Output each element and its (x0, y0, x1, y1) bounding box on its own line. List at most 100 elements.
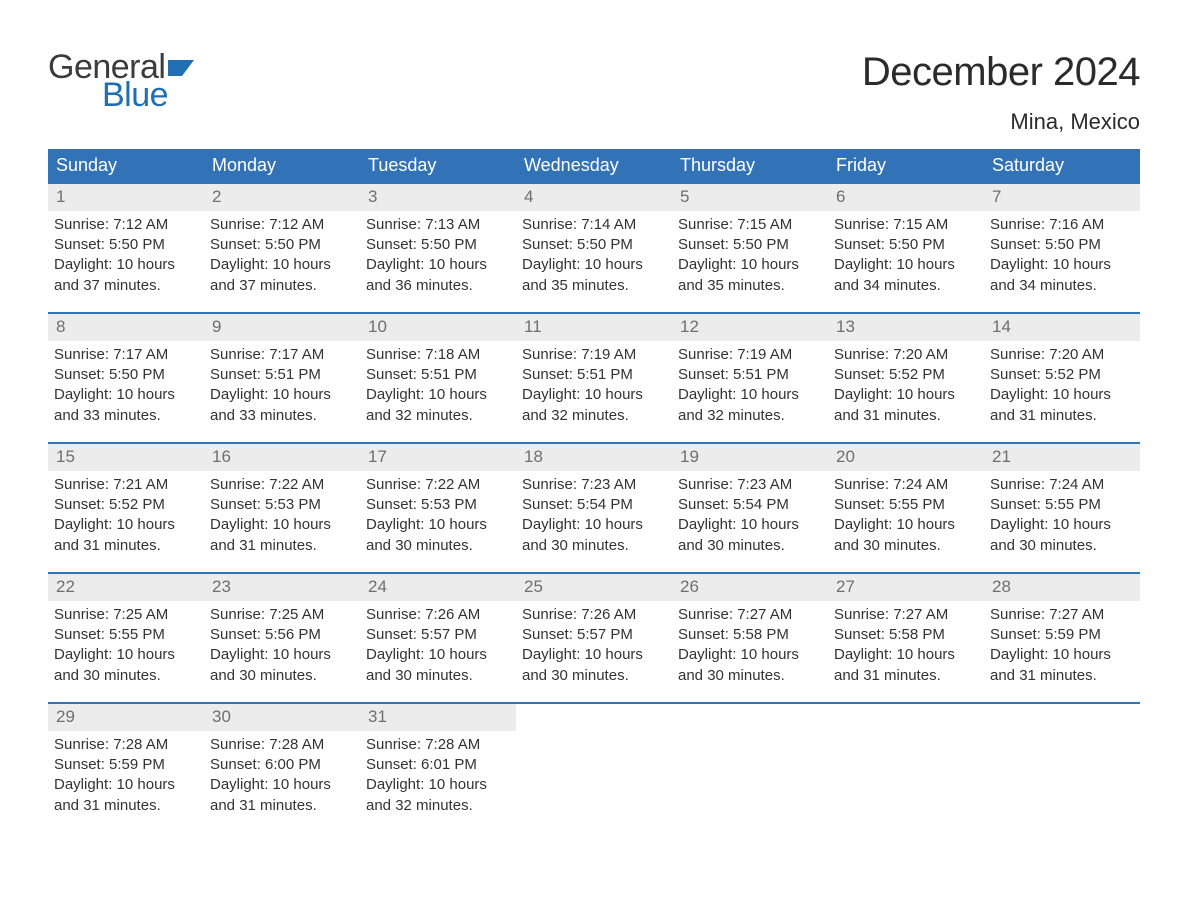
daylight-line1: Daylight: 10 hours (990, 645, 1134, 665)
daylight-line2: and 30 minutes. (522, 536, 666, 556)
day-cell: 27Sunrise: 7:27 AMSunset: 5:58 PMDayligh… (828, 574, 984, 702)
day-cell: 26Sunrise: 7:27 AMSunset: 5:58 PMDayligh… (672, 574, 828, 702)
calendar: SundayMondayTuesdayWednesdayThursdayFrid… (48, 149, 1140, 832)
daylight-line1: Daylight: 10 hours (834, 385, 978, 405)
sunset-text: Sunset: 6:00 PM (210, 755, 354, 775)
day-cell: 3Sunrise: 7:13 AMSunset: 5:50 PMDaylight… (360, 184, 516, 312)
day-cell: 15Sunrise: 7:21 AMSunset: 5:52 PMDayligh… (48, 444, 204, 572)
sunset-text: Sunset: 5:51 PM (210, 365, 354, 385)
daylight-line1: Daylight: 10 hours (366, 385, 510, 405)
daylight-line1: Daylight: 10 hours (210, 255, 354, 275)
daylight-line1: Daylight: 10 hours (54, 775, 198, 795)
sunrise-text: Sunrise: 7:15 AM (678, 215, 822, 235)
day-number: 3 (360, 184, 516, 211)
daylight-line1: Daylight: 10 hours (366, 515, 510, 535)
sunrise-text: Sunrise: 7:23 AM (522, 475, 666, 495)
sunrise-text: Sunrise: 7:13 AM (366, 215, 510, 235)
day-number: 29 (48, 704, 204, 731)
daylight-line2: and 31 minutes. (210, 796, 354, 816)
sunset-text: Sunset: 6:01 PM (366, 755, 510, 775)
day-number: 11 (516, 314, 672, 341)
day-number: 18 (516, 444, 672, 471)
sunrise-text: Sunrise: 7:24 AM (834, 475, 978, 495)
daylight-line1: Daylight: 10 hours (990, 385, 1134, 405)
sunrise-text: Sunrise: 7:20 AM (834, 345, 978, 365)
daylight-line2: and 30 minutes. (990, 536, 1134, 556)
weekday-header: Wednesday (516, 149, 672, 182)
day-cell: 10Sunrise: 7:18 AMSunset: 5:51 PMDayligh… (360, 314, 516, 442)
day-number: 12 (672, 314, 828, 341)
daylight-line2: and 35 minutes. (522, 276, 666, 296)
day-number: 6 (828, 184, 984, 211)
logo-text-blue: Blue (102, 78, 198, 112)
daylight-line1: Daylight: 10 hours (210, 775, 354, 795)
daylight-line2: and 32 minutes. (366, 796, 510, 816)
daylight-line2: and 31 minutes. (834, 406, 978, 426)
sunset-text: Sunset: 5:58 PM (678, 625, 822, 645)
day-cell: 7Sunrise: 7:16 AMSunset: 5:50 PMDaylight… (984, 184, 1140, 312)
weekday-header: Tuesday (360, 149, 516, 182)
daylight-line1: Daylight: 10 hours (54, 645, 198, 665)
sunrise-text: Sunrise: 7:25 AM (54, 605, 198, 625)
sunset-text: Sunset: 5:59 PM (990, 625, 1134, 645)
day-number: 16 (204, 444, 360, 471)
sunrise-text: Sunrise: 7:17 AM (210, 345, 354, 365)
day-number: 20 (828, 444, 984, 471)
day-cell (984, 704, 1140, 832)
daylight-line2: and 31 minutes. (54, 536, 198, 556)
daylight-line1: Daylight: 10 hours (522, 255, 666, 275)
day-cell: 13Sunrise: 7:20 AMSunset: 5:52 PMDayligh… (828, 314, 984, 442)
daylight-line2: and 37 minutes. (54, 276, 198, 296)
sunrise-text: Sunrise: 7:27 AM (834, 605, 978, 625)
day-cell (516, 704, 672, 832)
day-number: 1 (48, 184, 204, 211)
daylight-line2: and 34 minutes. (834, 276, 978, 296)
day-cell (672, 704, 828, 832)
week-row: 1 Sunrise: 7:12 AM Sunset: 5:50 PM Daylight… (48, 182, 1140, 312)
sunset-text: Sunset: 5:58 PM (834, 625, 978, 645)
day-number: 15 (48, 444, 204, 471)
day-number: 31 (360, 704, 516, 731)
sunrise-text: Sunrise: 7:28 AM (210, 735, 354, 755)
day-cell: 5Sunrise: 7:15 AMSunset: 5:50 PMDaylight… (672, 184, 828, 312)
day-number: 4 (516, 184, 672, 211)
weekday-header-row: SundayMondayTuesdayWednesdayThursdayFrid… (48, 149, 1140, 182)
day-number (516, 704, 672, 731)
day-cell: 11Sunrise: 7:19 AMSunset: 5:51 PMDayligh… (516, 314, 672, 442)
sunset-text: Sunset: 5:57 PM (522, 625, 666, 645)
sunset-text: Sunset: 5:50 PM (678, 235, 822, 255)
sunrise-text: Sunrise: 7:20 AM (990, 345, 1134, 365)
daylight-line2: and 30 minutes. (678, 536, 822, 556)
sunset-text: Sunset: 5:50 PM (990, 235, 1134, 255)
sunset-text: Sunset: 5:52 PM (990, 365, 1134, 385)
week-row: 22Sunrise: 7:25 AMSunset: 5:55 PMDayligh… (48, 572, 1140, 702)
daylight-line1: Daylight: 10 hours (366, 775, 510, 795)
daylight-line2: and 32 minutes. (366, 406, 510, 426)
sunset-text: Sunset: 5:57 PM (366, 625, 510, 645)
sunset-text: Sunset: 5:50 PM (54, 365, 198, 385)
daylight-line1: Daylight: 10 hours (834, 515, 978, 535)
sunset-text: Sunset: 5:53 PM (366, 495, 510, 515)
day-number: 22 (48, 574, 204, 601)
sunrise-text: Sunrise: 7:16 AM (990, 215, 1134, 235)
daylight-line1: Daylight: 10 hours (522, 645, 666, 665)
daylight-line2: and 30 minutes. (366, 536, 510, 556)
daylight-line2: and 33 minutes. (210, 406, 354, 426)
daylight-line2: and 30 minutes. (678, 666, 822, 686)
sunrise-text: Sunrise: 7:15 AM (834, 215, 978, 235)
weekday-header: Thursday (672, 149, 828, 182)
logo: General Blue (48, 50, 198, 112)
sunrise-text: Sunrise: 7:22 AM (366, 475, 510, 495)
day-number: 24 (360, 574, 516, 601)
day-cell: 31Sunrise: 7:28 AMSunset: 6:01 PMDayligh… (360, 704, 516, 832)
daylight-line2: and 35 minutes. (678, 276, 822, 296)
day-number: 17 (360, 444, 516, 471)
sunrise-text: Sunrise: 7:12 AM (54, 215, 198, 235)
weekday-header: Saturday (984, 149, 1140, 182)
day-cell: 29Sunrise: 7:28 AMSunset: 5:59 PMDayligh… (48, 704, 204, 832)
day-cell: 30Sunrise: 7:28 AMSunset: 6:00 PMDayligh… (204, 704, 360, 832)
day-number (984, 704, 1140, 731)
sunset-text: Sunset: 5:50 PM (366, 235, 510, 255)
page-title: December 2024 (862, 50, 1140, 95)
daylight-line1: Daylight: 10 hours (54, 385, 198, 405)
